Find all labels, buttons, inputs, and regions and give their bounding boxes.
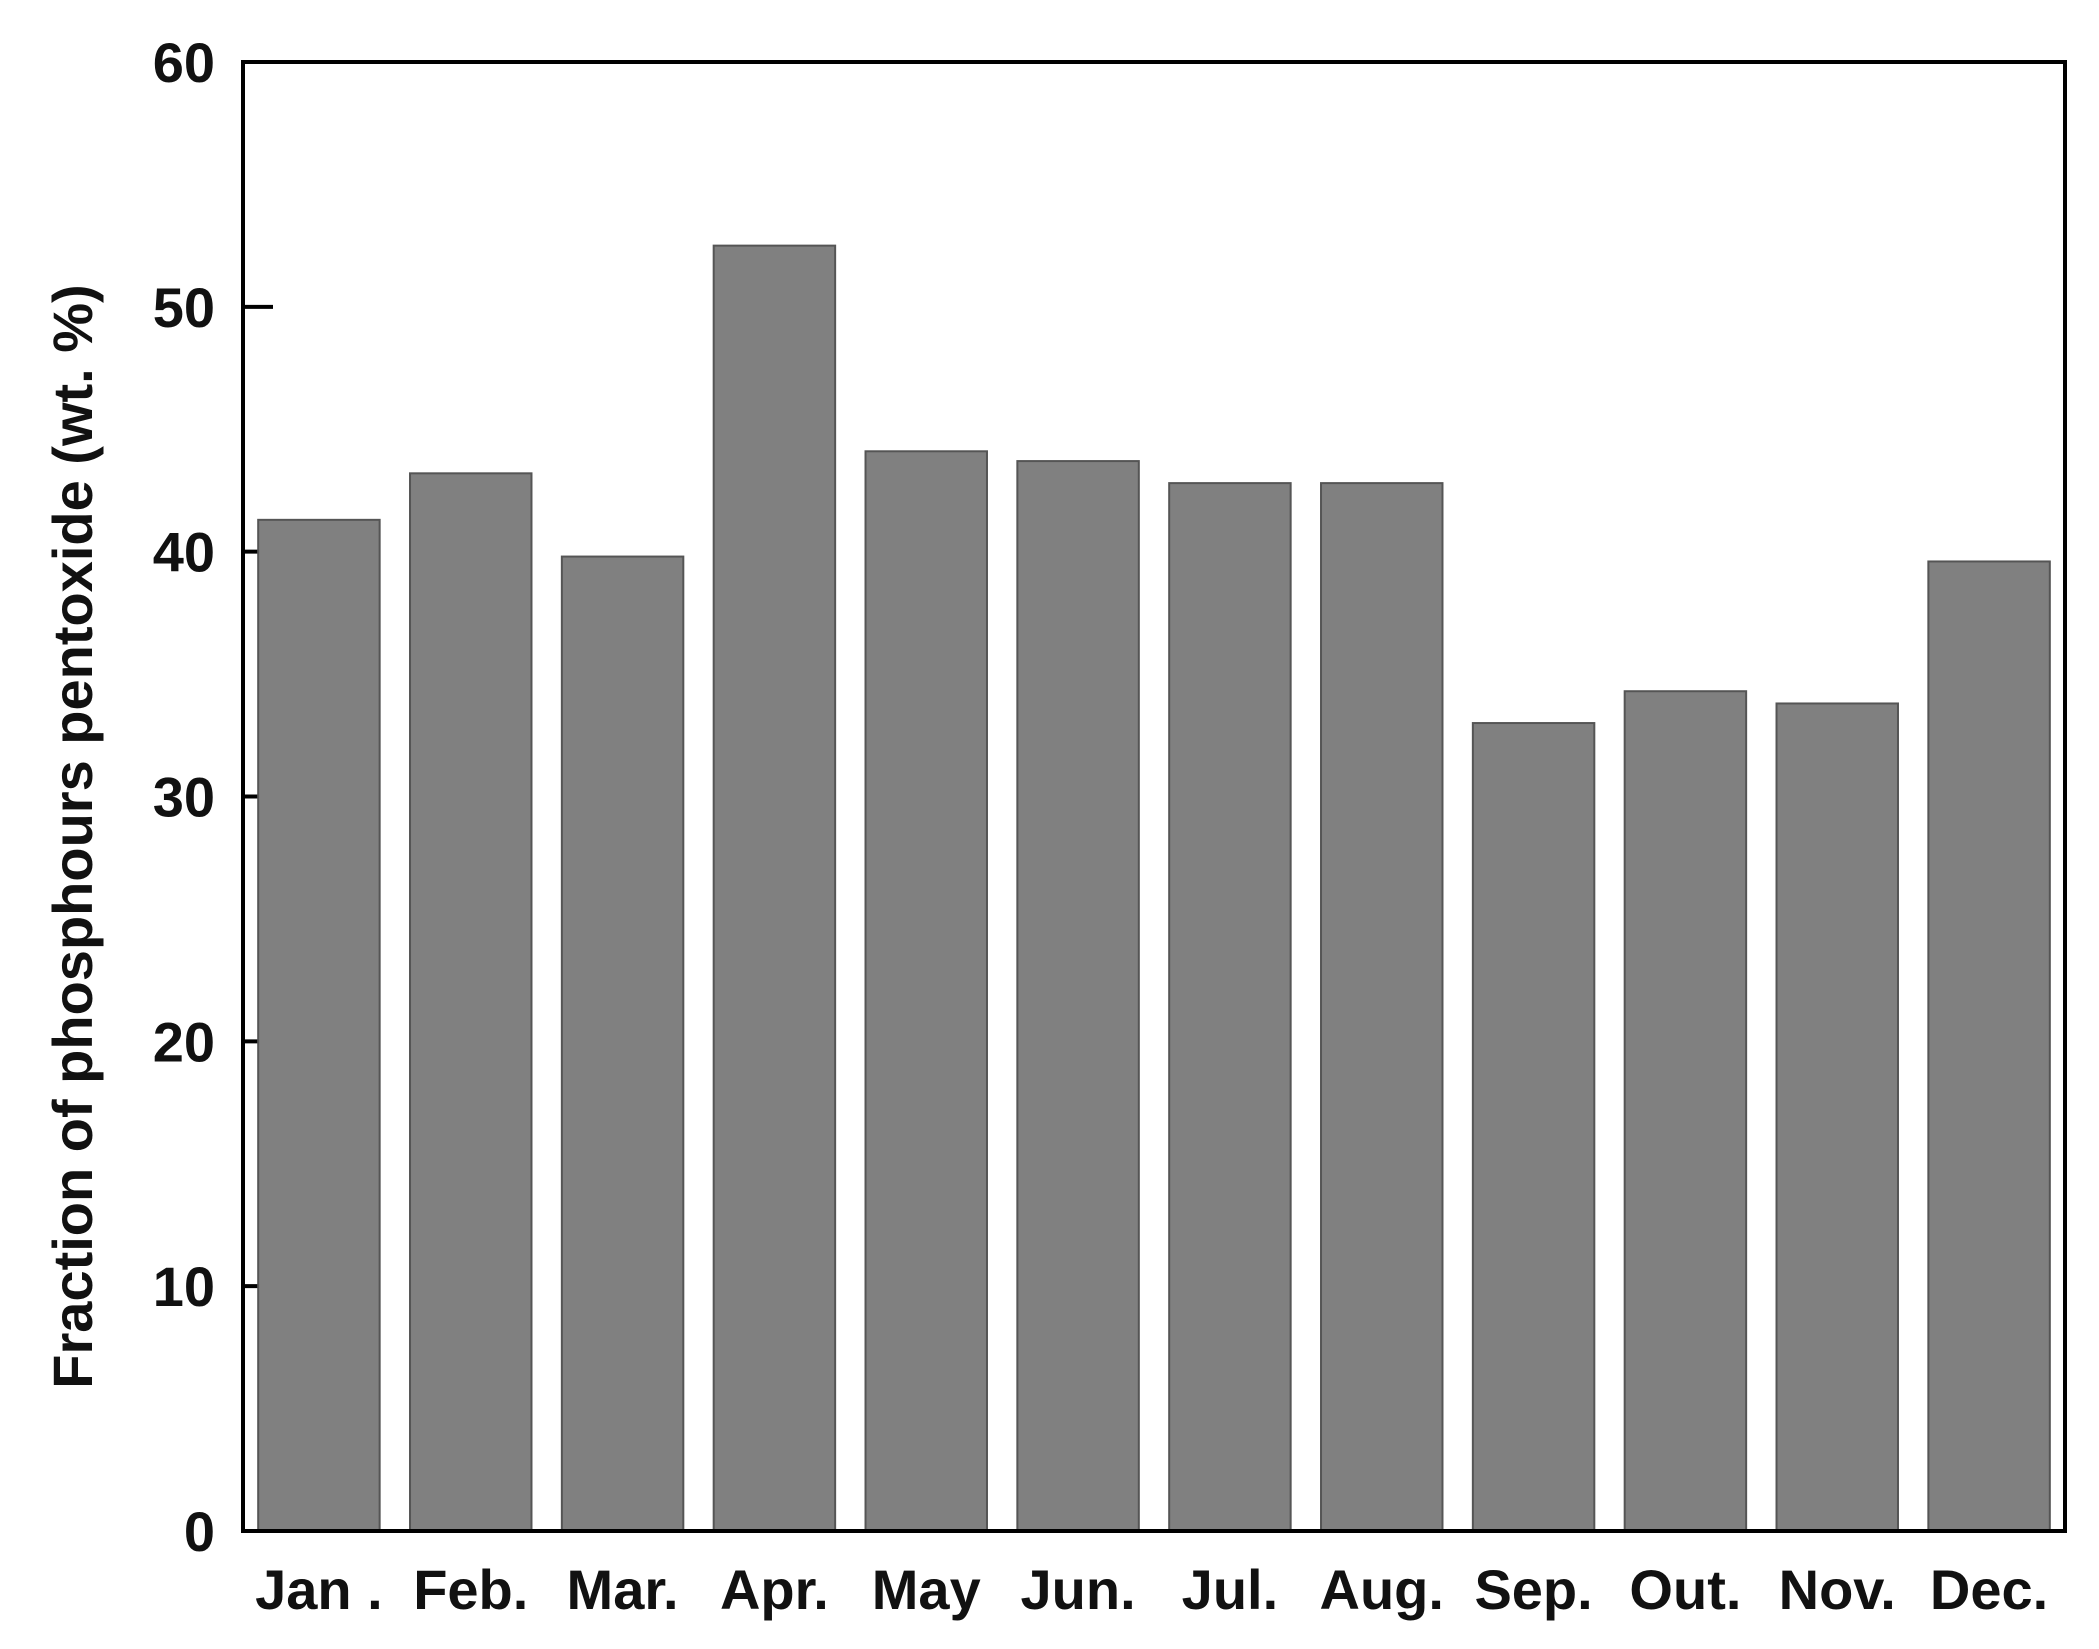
y-tick-label: 60 <box>153 31 215 94</box>
bar-aug <box>1320 482 1444 1533</box>
x-category-label: Jul. <box>1182 1558 1278 1621</box>
bar-feb <box>409 472 533 1533</box>
bar-jan <box>257 518 381 1532</box>
bar-sep <box>1471 722 1596 1532</box>
y-tick-label: 50 <box>153 276 215 339</box>
bar-may <box>864 450 988 1532</box>
x-category-label: Sep. <box>1474 1558 1592 1621</box>
bar-dec <box>1927 560 2051 1532</box>
x-category-label: Aug. <box>1320 1558 1444 1621</box>
x-category-label: Dec. <box>1930 1558 2048 1621</box>
bar-out <box>1623 690 1748 1532</box>
y-axis-ticks: 0 10 20 30 40 50 60 <box>153 31 273 1563</box>
x-category-label: Mar. <box>567 1558 679 1621</box>
y-axis-title: Fraction of phosphours pentoxide (wt. %) <box>41 284 104 1388</box>
x-category-label: Jun. <box>1021 1558 1136 1621</box>
x-category-label: Apr. <box>720 1558 829 1621</box>
x-category-label: Jan . <box>255 1558 383 1621</box>
x-category-label: Out. <box>1629 1558 1741 1621</box>
y-tick-label: 40 <box>153 521 215 584</box>
x-category-label: May <box>872 1558 981 1621</box>
x-category-label: Nov. <box>1779 1558 1896 1621</box>
y-tick-label: 10 <box>153 1255 215 1318</box>
bar-apr <box>712 244 837 1532</box>
bars <box>257 244 2051 1533</box>
plot-area-frame <box>241 60 2067 1533</box>
y-tick-label: 20 <box>153 1010 215 1073</box>
y-tick-label: 30 <box>153 766 215 829</box>
y-tick-label: 0 <box>184 1500 215 1563</box>
bar-jun <box>1016 460 1140 1532</box>
bar-jul <box>1168 482 1292 1533</box>
bar-nov <box>1775 702 1899 1532</box>
x-category-label: Feb. <box>413 1558 528 1621</box>
x-axis-category-labels: Jan . Feb. Mar. Apr. May Jun. Jul. Aug. Sep. Out.… <box>255 1558 2048 1621</box>
bar-mar <box>560 555 685 1532</box>
